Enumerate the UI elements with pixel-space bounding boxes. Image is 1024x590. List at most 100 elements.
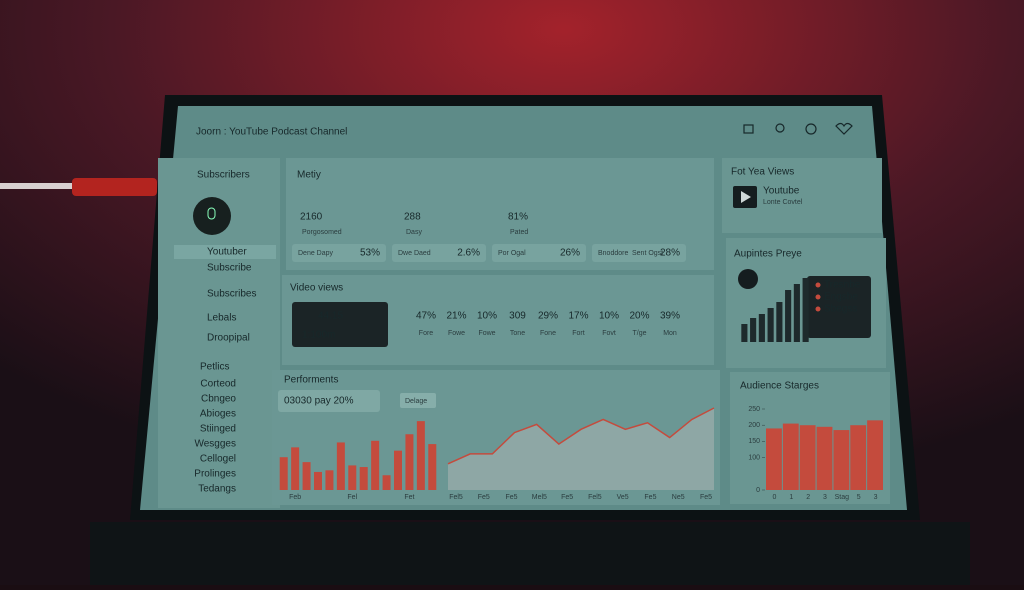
metric-pill: [592, 244, 686, 262]
bar: [793, 284, 800, 342]
x-tick-label: Fe5: [700, 494, 712, 501]
popup-item: Engsbe: [824, 292, 858, 303]
x-tick-label: Fel: [347, 494, 357, 501]
pill-value: 53%: [360, 248, 380, 259]
stat-label: Fovt: [602, 330, 616, 337]
metric-label: Pated: [510, 229, 528, 236]
bar: [394, 450, 402, 490]
y-tick-label: 150: [748, 438, 760, 445]
y-tick-label: 100: [748, 454, 760, 461]
y-tick-label: 250: [748, 406, 760, 413]
y-tick-label: 0: [756, 487, 760, 494]
panel-title: Aupintes Preye: [734, 249, 802, 260]
cable: [0, 183, 80, 189]
panel-title: Audience Starges: [740, 381, 819, 392]
panel-title: Fot Yea Views: [731, 167, 794, 178]
sidebar-subitem: Cbngeo: [201, 394, 236, 405]
video-label: 1:100m: [302, 330, 335, 341]
sidebar-item[interactable]: Subscribe: [207, 263, 252, 274]
bar: [833, 430, 850, 490]
bar: [371, 440, 380, 490]
metric-label: Porgosomed: [302, 229, 342, 236]
summary: 03030 pay 20%: [284, 396, 354, 407]
x-tick-label: Fe5: [561, 494, 573, 501]
dropdown[interactable]: [400, 393, 436, 408]
bar: [766, 428, 782, 490]
stat-value: 21%: [446, 311, 466, 322]
bar: [741, 324, 748, 342]
popup-item: Sbegss: [824, 304, 857, 315]
sidebar-item[interactable]: Lebals: [207, 313, 236, 324]
x-tick-label: 3: [874, 494, 878, 501]
folder-icon[interactable]: [743, 124, 754, 134]
area: [448, 408, 714, 490]
play-icon: [741, 191, 751, 203]
metric-label: Dasy: [406, 229, 422, 236]
bar: [758, 314, 765, 342]
bar: [785, 290, 792, 342]
channel-sub: Lonte Covtel: [763, 199, 803, 206]
pill-label: Por Ogal: [498, 250, 526, 257]
bar: [782, 423, 799, 490]
popup-item: Tresnbe: [824, 280, 861, 291]
popup-dot: [815, 294, 821, 300]
bar: [279, 457, 288, 490]
panel-title: Video views: [290, 283, 343, 294]
sidebar-subitem: Stiinged: [200, 424, 236, 435]
sidebar-subitem: Abioges: [200, 409, 236, 420]
metric-value: 2160: [300, 212, 323, 223]
sidebar-item[interactable]: Subscribes: [207, 289, 256, 300]
x-tick-label: Fe5: [478, 494, 490, 501]
metric-pill: [492, 244, 586, 262]
preview-popup: [807, 276, 871, 338]
stat-value: 309: [509, 311, 526, 322]
x-tick-label: Feb: [289, 494, 301, 501]
sidebar-section: Petlics: [200, 362, 229, 373]
stat-label: Tone: [510, 330, 525, 337]
pill-value: 2.6%: [457, 248, 480, 259]
y-tick-label: 200: [748, 422, 760, 429]
sidebar-title: Subscribers: [197, 170, 250, 181]
sidebar-subitem: Prolinges: [194, 469, 236, 480]
x-tick-label: 5: [857, 494, 861, 501]
stat-value: 10%: [477, 311, 497, 322]
x-tick-label: 0: [772, 494, 776, 501]
clock-icon[interactable]: [805, 123, 817, 135]
video-value: 44.15: [318, 311, 343, 322]
stat-label: Fone: [540, 330, 556, 337]
panel-title: Performents: [284, 375, 338, 386]
sidebar-item[interactable]: Droopipal: [207, 333, 250, 344]
user-icon[interactable]: [775, 123, 785, 133]
x-tick-label: Fe5: [644, 494, 656, 501]
sidebar-item[interactable]: Youtuber: [207, 247, 247, 258]
heart-icon[interactable]: [835, 122, 853, 135]
x-tick-label: Fet: [404, 494, 414, 501]
mic-icon: [207, 207, 216, 220]
bar: [325, 470, 334, 490]
x-tick-label: 1: [789, 494, 793, 501]
bar: [850, 425, 867, 490]
pill-label: Bnoddore: [598, 250, 628, 257]
stat-label: Fore: [419, 330, 434, 337]
stat-value: 47%: [416, 311, 436, 322]
x-tick-label: Fel5: [449, 494, 463, 501]
popup-dot: [815, 306, 821, 312]
x-tick-label: Ne5: [672, 494, 685, 501]
pill-value: 28%: [660, 248, 680, 259]
keyboard-deck: [90, 522, 970, 585]
bar: [416, 421, 425, 490]
popup-dot: [815, 282, 821, 288]
stat-label: Fowe: [448, 330, 465, 337]
x-tick-label: Fel5: [588, 494, 602, 501]
bar: [336, 442, 345, 490]
pill-label: Dwe Daed: [398, 250, 431, 257]
x-tick-label: Stag: [835, 494, 850, 501]
line: [447, 407, 715, 465]
bar: [291, 447, 300, 490]
metric-pill: [292, 244, 386, 262]
active-item: [174, 245, 276, 259]
stat-value: 39%: [660, 311, 680, 322]
pill-label: Dene Dapy: [298, 250, 334, 257]
